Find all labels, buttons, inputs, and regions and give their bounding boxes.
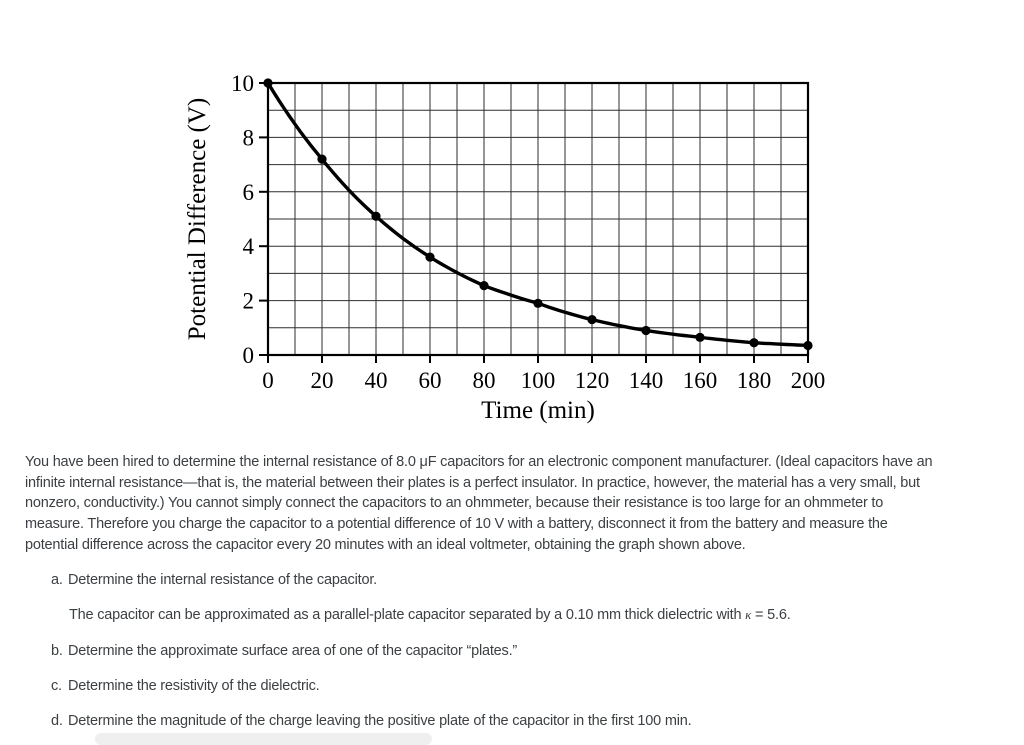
kappa-symbol: κ: [745, 607, 752, 622]
y-tick-label: 10: [231, 71, 254, 96]
x-tick-label: 60: [419, 368, 442, 393]
x-tick-label: 160: [683, 368, 718, 393]
data-point: [371, 211, 381, 221]
question-d-label: d.: [51, 713, 63, 729]
data-point: [425, 252, 435, 262]
data-point: [533, 298, 543, 308]
x-axis-title: Time (min): [481, 397, 595, 424]
question-b: b. Determine the approximate surface area…: [51, 643, 517, 659]
y-tick-label: 6: [243, 180, 255, 205]
x-tick-label: 80: [473, 368, 496, 393]
question-b-label: b.: [51, 643, 63, 659]
x-tick-label: 140: [629, 368, 664, 393]
y-tick-label: 0: [243, 343, 255, 368]
question-a-text: Determine the internal resistance of the…: [68, 572, 377, 588]
problem-line: potential difference across the capacito…: [25, 536, 746, 553]
y-tick-label: 4: [243, 234, 255, 259]
data-point: [641, 325, 651, 336]
x-tick-label: 120: [575, 368, 610, 393]
y-tick-label: 2: [243, 289, 255, 314]
data-point: [695, 332, 705, 342]
potential-difference-chart: 0 20 40 60 80 100 120 140 160 180 200 0 2 4 6 8 10 Time (…: [184, 71, 826, 424]
problem-line: nonzero, conductivity.) You cannot simpl…: [25, 495, 884, 512]
question-a-note-value: = 5.6.: [751, 607, 791, 623]
question-c: c. Determine the resistivity of the diele…: [51, 678, 320, 694]
problem-line: You have been hired to determine the int…: [25, 454, 933, 470]
question-a: a. Determine the internal resistance of t…: [51, 572, 377, 588]
question-a-note-text: The capacitor can be approximated as a p…: [69, 607, 746, 623]
data-point: [479, 281, 489, 291]
question-c-label: c.: [51, 678, 62, 694]
question-d: d. Determine the magnitude of the charge …: [51, 713, 692, 729]
x-tick-label: 100: [521, 368, 556, 393]
problem-statement: You have been hired to determine the int…: [25, 452, 933, 556]
x-tick-label: 200: [791, 368, 826, 393]
data-point: [749, 338, 759, 348]
x-tick-label: 180: [737, 368, 772, 393]
x-tick-label: 0: [262, 368, 274, 393]
x-tick-label: 20: [311, 368, 334, 393]
question-c-text: Determine the resistivity of the dielect…: [68, 678, 320, 694]
data-point: [263, 78, 273, 88]
question-a-note: The capacitor can be approximated as a p…: [69, 607, 791, 623]
problem-line: measure. Therefore you charge the capaci…: [25, 516, 888, 533]
y-tick-label: 8: [243, 125, 255, 150]
data-point: [317, 154, 327, 164]
data-point: [587, 315, 597, 325]
question-b-text: Determine the approximate surface area o…: [68, 643, 518, 659]
problem-line: infinite internal resistance—that is, th…: [25, 474, 920, 491]
question-d-text: Determine the magnitude of the charge le…: [68, 713, 692, 729]
data-point: [803, 340, 813, 351]
question-a-label: a.: [51, 572, 63, 588]
partial-bottom-bar: [95, 733, 432, 745]
x-tick-label: 40: [365, 368, 388, 393]
y-axis-title: Potential Difference (V): [184, 98, 211, 341]
